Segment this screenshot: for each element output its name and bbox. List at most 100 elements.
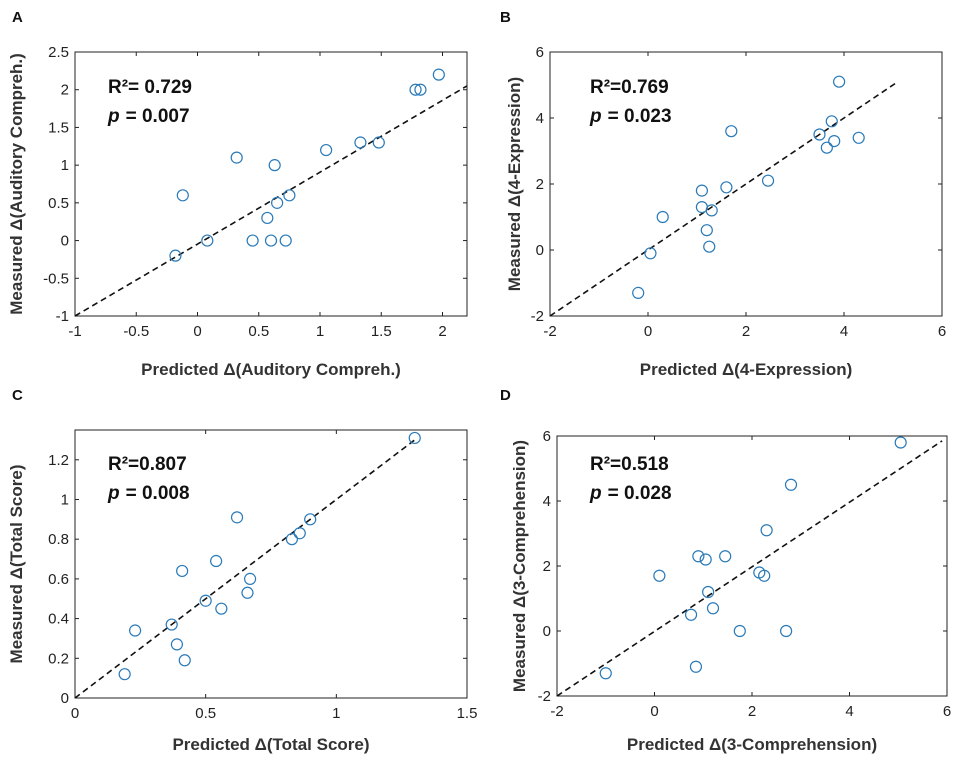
panel-C: C 0 0.5 1 1.5 0 0.2 0.4 0.6 0.8 1 1.2 Predicted Δ(To… bbox=[7, 387, 477, 754]
data-point bbox=[230, 511, 244, 524]
data-point bbox=[201, 234, 214, 247]
p-value-label: p = 0.023 bbox=[589, 106, 672, 127]
data-point bbox=[293, 527, 306, 540]
y-tick-label: 2 bbox=[543, 558, 551, 575]
panel-A: A -1 -0.5 0 0.5 1 1.5 2 -1 -0.5 0 0.5 1 1.5 2 2.5 Predic… bbox=[7, 9, 468, 379]
data-point bbox=[243, 572, 257, 585]
y-tick-label: 1 bbox=[61, 157, 69, 174]
data-point bbox=[852, 131, 865, 144]
p-value: = 0.008 bbox=[126, 483, 190, 504]
x-axis-label: Predicted Δ(Total Score) bbox=[172, 735, 369, 754]
data-point bbox=[169, 249, 182, 262]
x-tick-label: 4 bbox=[845, 703, 853, 720]
data-point bbox=[261, 211, 274, 225]
data-point bbox=[760, 524, 773, 537]
x-tick-label: 6 bbox=[943, 703, 951, 720]
data-point bbox=[408, 431, 421, 445]
data-point bbox=[705, 204, 718, 217]
fit-line bbox=[556, 440, 943, 697]
fit-line bbox=[549, 81, 899, 317]
x-tick-label: -0.5 bbox=[123, 323, 149, 340]
data-point bbox=[304, 513, 317, 526]
data-point bbox=[632, 286, 645, 299]
x-tick-label: -2 bbox=[543, 323, 556, 340]
x-tick-label: 1.5 bbox=[371, 323, 392, 340]
p-symbol: p bbox=[589, 106, 602, 127]
data-point bbox=[409, 83, 422, 96]
data-point bbox=[656, 210, 669, 224]
data-point bbox=[599, 667, 612, 680]
data-point bbox=[894, 436, 907, 449]
x-tick-label: 4 bbox=[840, 323, 848, 340]
data-point bbox=[320, 143, 333, 157]
data-point bbox=[689, 660, 703, 673]
data-point bbox=[758, 569, 771, 582]
data-point bbox=[761, 174, 775, 187]
p-symbol: p bbox=[107, 483, 120, 504]
p-symbol: p bbox=[589, 483, 602, 504]
x-tick-label: 1.5 bbox=[457, 705, 478, 722]
data-point bbox=[828, 135, 841, 148]
axes-box bbox=[74, 51, 468, 317]
data-point bbox=[176, 189, 189, 202]
data-point bbox=[725, 125, 738, 138]
data-point bbox=[210, 554, 223, 568]
p-value: = 0.023 bbox=[608, 106, 672, 127]
y-tick-label: 6 bbox=[543, 428, 551, 445]
y-tick-label: 0.2 bbox=[48, 650, 69, 667]
data-point bbox=[178, 654, 191, 667]
panel-B: B -2 0 2 4 6 -2 0 2 4 6 Predicted Δ(4-Expression) Me… bbox=[500, 9, 946, 379]
x-tick-label: 0 bbox=[193, 323, 201, 340]
data-point bbox=[285, 533, 299, 546]
x-tick-label: -2 bbox=[550, 703, 563, 720]
y-tick-label: 1.5 bbox=[48, 119, 69, 136]
p-value-label: p = 0.007 bbox=[107, 106, 190, 127]
data-point bbox=[264, 234, 278, 247]
x-axis-label: Predicted Δ(Auditory Compreh.) bbox=[141, 360, 401, 379]
y-tick-label: 0.4 bbox=[48, 611, 69, 628]
panel-letter: B bbox=[500, 9, 511, 26]
x-tick-label: 0.5 bbox=[248, 323, 269, 340]
data-point bbox=[784, 478, 798, 491]
y-tick-label: -1 bbox=[56, 308, 69, 325]
data-point bbox=[118, 668, 131, 681]
x-tick-label: 1 bbox=[332, 705, 340, 722]
data-point bbox=[780, 624, 793, 638]
y-axis-label: Measured Δ(4-Expression) bbox=[505, 77, 524, 291]
y-tick-label: 0 bbox=[61, 690, 69, 707]
y-tick-label: 1.2 bbox=[48, 452, 69, 469]
data-point bbox=[199, 594, 212, 607]
r-squared-label: R²=0.518 bbox=[590, 454, 669, 475]
y-tick-label: 4 bbox=[536, 110, 544, 127]
data-point bbox=[695, 184, 709, 197]
data-point bbox=[165, 618, 178, 631]
x-tick-label: 0 bbox=[650, 703, 658, 720]
y-tick-label: 1 bbox=[61, 491, 69, 508]
y-tick-label: -2 bbox=[538, 688, 551, 705]
p-value-label: p = 0.008 bbox=[107, 483, 190, 504]
data-point bbox=[170, 638, 184, 651]
y-axis-label: Measured Δ(3-Comprehension) bbox=[510, 440, 529, 692]
y-tick-label: 2 bbox=[61, 82, 69, 99]
y-tick-label: 4 bbox=[543, 493, 551, 510]
x-tick-label: -1 bbox=[68, 323, 81, 340]
data-point bbox=[354, 136, 367, 149]
r-squared-label: R²=0.807 bbox=[108, 454, 187, 475]
y-tick-label: -2 bbox=[531, 308, 544, 325]
y-axis-label: Measured Δ(Auditory Compreh.) bbox=[7, 53, 26, 315]
data-point bbox=[176, 564, 189, 578]
p-value: = 0.007 bbox=[126, 106, 190, 127]
r-squared-label: R²= 0.729 bbox=[108, 77, 192, 98]
data-point bbox=[246, 234, 259, 247]
fit-line bbox=[74, 439, 416, 699]
panel-letter: C bbox=[12, 387, 23, 404]
data-point bbox=[432, 68, 445, 81]
axes-box bbox=[74, 429, 468, 699]
y-tick-label: 6 bbox=[536, 44, 544, 61]
x-tick-label: 2 bbox=[742, 323, 750, 340]
x-tick-label: 6 bbox=[938, 323, 946, 340]
data-point bbox=[279, 234, 292, 247]
x-tick-label: 2 bbox=[438, 323, 446, 340]
data-point bbox=[230, 151, 243, 164]
